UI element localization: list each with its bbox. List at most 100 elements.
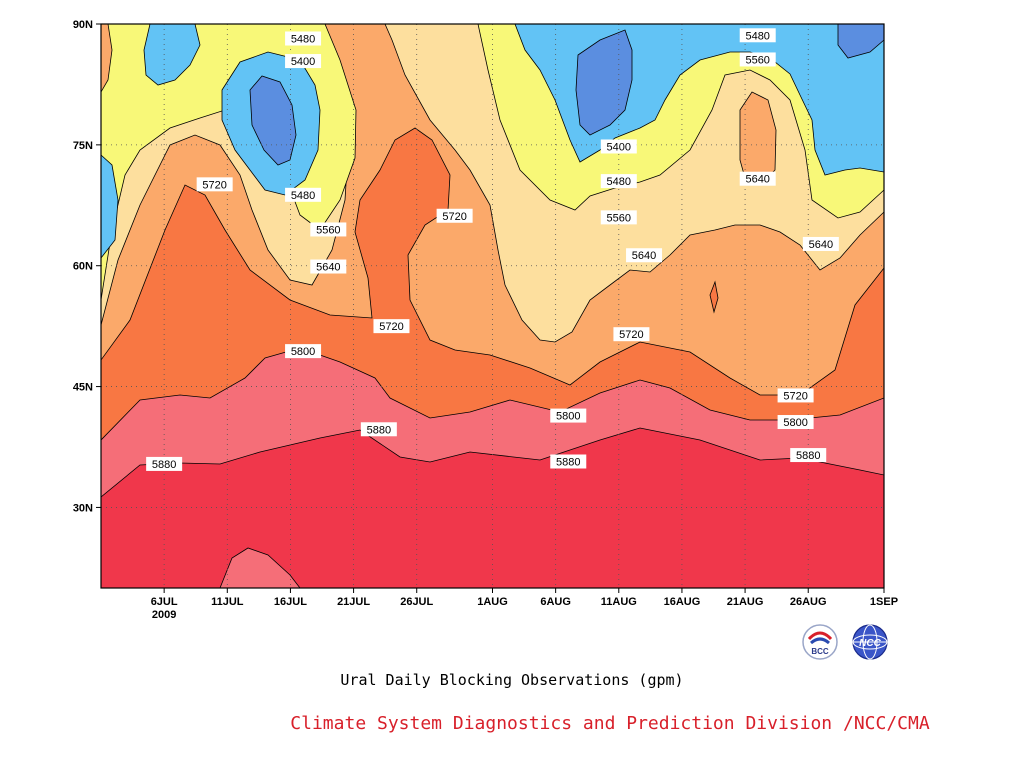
contour-label-bg bbox=[739, 171, 776, 186]
credit-line: Climate System Diagnostics and Predictio… bbox=[290, 713, 930, 734]
grid-lines bbox=[101, 24, 884, 588]
contour-label-value: 5720 bbox=[442, 211, 466, 223]
contour-label: 5720 bbox=[777, 388, 814, 403]
contour-label: 5480 bbox=[600, 174, 637, 189]
contour-label-value: 5640 bbox=[745, 174, 769, 186]
contour-label: 5400 bbox=[285, 54, 322, 69]
contour-label-value: 5720 bbox=[783, 390, 807, 402]
contour-label: 5800 bbox=[550, 408, 587, 423]
contour-label-bg bbox=[360, 422, 397, 437]
contour-labels: 5480 5400 5480 5560 5640 5720 5720 5720 5800 5880… bbox=[146, 28, 839, 471]
contour-label-bg bbox=[802, 236, 839, 251]
contour-label: 5480 bbox=[285, 31, 322, 46]
band-below-5400-ne bbox=[837, 24, 884, 59]
y-tick-label: 60N bbox=[73, 261, 93, 273]
bcc-logo-text: BCC bbox=[811, 647, 829, 656]
contour-label-value: 5480 bbox=[607, 176, 631, 188]
y-tick-label: 75N bbox=[73, 140, 93, 152]
x-tick-label: 16JUL bbox=[274, 596, 307, 608]
contour-label-value: 5720 bbox=[202, 179, 226, 191]
x-tick-label: 1AUG bbox=[477, 596, 508, 608]
contour-label-value: 5480 bbox=[291, 190, 315, 202]
contour-label-bg bbox=[285, 31, 322, 46]
band-nw-corner bbox=[101, 24, 113, 93]
contour-label-value: 5400 bbox=[291, 56, 315, 68]
contour-label-value: 5880 bbox=[367, 424, 391, 436]
contour-label-bg bbox=[777, 415, 814, 430]
contour-label-bg bbox=[790, 448, 827, 463]
contour-fill-layer bbox=[101, 24, 884, 588]
contour-label-value: 5480 bbox=[745, 30, 769, 42]
contour-label-bg bbox=[436, 208, 473, 223]
contour-label-value: 5640 bbox=[316, 262, 340, 274]
x-tick-label: 6JUL bbox=[151, 596, 178, 608]
contour-label-value: 5640 bbox=[632, 250, 656, 262]
x-tick-label: 11JUL bbox=[211, 596, 244, 608]
contour-label: 5400 bbox=[600, 139, 637, 154]
contour-label-bg bbox=[550, 408, 587, 423]
contour-label: 5880 bbox=[360, 422, 397, 437]
chart-title: Ural Daily Blocking Observations (gpm) bbox=[340, 671, 684, 689]
contour-label-bg bbox=[600, 210, 637, 225]
band-5400-5480-nw bbox=[143, 24, 201, 86]
contour-label-value: 5800 bbox=[783, 417, 807, 429]
contour-label: 5880 bbox=[146, 456, 183, 471]
band-5720-island bbox=[709, 280, 719, 314]
contour-label: 5720 bbox=[373, 319, 410, 334]
x-tick-label: 21AUG bbox=[727, 596, 764, 608]
contour-label-value: 5880 bbox=[796, 450, 820, 462]
contour-label-bg bbox=[600, 139, 637, 154]
band-5400-5480-w bbox=[101, 154, 119, 259]
contour-label-bg bbox=[146, 456, 183, 471]
contour-label: 5880 bbox=[550, 454, 587, 469]
contour-label-bg bbox=[285, 54, 322, 69]
contour-label: 5640 bbox=[310, 259, 347, 274]
contour-label-value: 5880 bbox=[152, 459, 176, 471]
contour-label-bg bbox=[373, 319, 410, 334]
ncc-logo-text: NCC bbox=[859, 638, 881, 649]
contour-label-value: 5560 bbox=[316, 224, 340, 236]
contour-label: 5640 bbox=[739, 171, 776, 186]
contour-label-bg bbox=[777, 388, 814, 403]
band-below-5400-mid bbox=[249, 75, 297, 166]
band-5800-island-south bbox=[219, 547, 301, 588]
y-tick-label: 30N bbox=[73, 502, 93, 514]
contour-label-bg bbox=[739, 28, 776, 43]
x-tick-label: 11AUG bbox=[601, 596, 637, 608]
contour-label-bg bbox=[310, 222, 347, 237]
contour-label: 5480 bbox=[739, 28, 776, 43]
contour-label-bg bbox=[196, 177, 233, 192]
contour-label: 5800 bbox=[285, 344, 322, 359]
contour-label-bg bbox=[626, 248, 663, 263]
contour-label: 5560 bbox=[600, 210, 637, 225]
contour-label: 5880 bbox=[790, 448, 827, 463]
contour-label: 5720 bbox=[196, 177, 233, 192]
contour-label-value: 5800 bbox=[291, 346, 315, 358]
contour-label-bg bbox=[600, 174, 637, 189]
contour-label-bg bbox=[285, 344, 322, 359]
contour-label-bg bbox=[310, 259, 347, 274]
contour-label: 5720 bbox=[613, 327, 650, 342]
contour-label: 5560 bbox=[739, 52, 776, 67]
contour-label-value: 5800 bbox=[556, 411, 580, 423]
contour-label-value: 5560 bbox=[745, 54, 769, 66]
contour-label-value: 5400 bbox=[607, 141, 631, 153]
contour-label-value: 5720 bbox=[379, 321, 403, 333]
contour-label-value: 5560 bbox=[607, 212, 631, 224]
x-tick-label: 21JUL bbox=[337, 596, 370, 608]
contour-label-bg bbox=[739, 52, 776, 67]
x-tick-label: 16AUG bbox=[664, 596, 701, 608]
ncc-logo-icon: NCC bbox=[846, 623, 890, 661]
contour-label-bg bbox=[613, 327, 650, 342]
y-tick-label: 90N bbox=[73, 19, 93, 31]
contour-label: 5720 bbox=[436, 208, 473, 223]
contour-label: 5640 bbox=[802, 236, 839, 251]
contour-label: 5800 bbox=[777, 415, 814, 430]
x-tick-year-label: 2009 bbox=[152, 609, 176, 621]
contour-label-value: 5640 bbox=[809, 239, 833, 251]
band-below-5400-aug bbox=[575, 29, 633, 136]
contour-label-bg bbox=[285, 187, 322, 202]
x-tick-label: 26JUL bbox=[400, 596, 433, 608]
